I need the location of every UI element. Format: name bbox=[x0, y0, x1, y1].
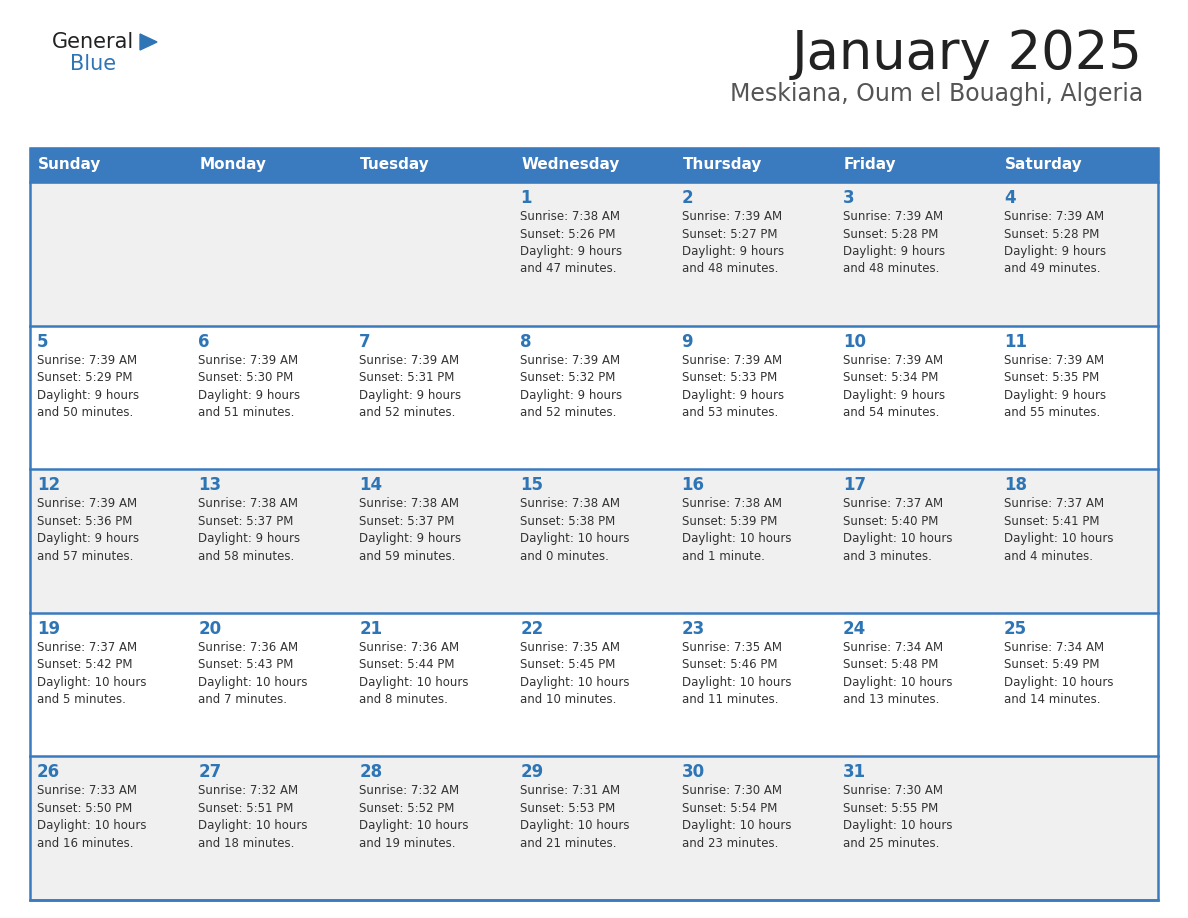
Text: Sunrise: 7:38 AM
Sunset: 5:38 PM
Daylight: 10 hours
and 0 minutes.: Sunrise: 7:38 AM Sunset: 5:38 PM Dayligh… bbox=[520, 498, 630, 563]
Text: 16: 16 bbox=[682, 476, 704, 494]
Text: General: General bbox=[52, 32, 134, 52]
Text: Sunrise: 7:39 AM
Sunset: 5:32 PM
Daylight: 9 hours
and 52 minutes.: Sunrise: 7:39 AM Sunset: 5:32 PM Dayligh… bbox=[520, 353, 623, 420]
Text: 3: 3 bbox=[842, 189, 854, 207]
Text: Sunrise: 7:38 AM
Sunset: 5:26 PM
Daylight: 9 hours
and 47 minutes.: Sunrise: 7:38 AM Sunset: 5:26 PM Dayligh… bbox=[520, 210, 623, 275]
Text: 24: 24 bbox=[842, 620, 866, 638]
Text: Sunrise: 7:39 AM
Sunset: 5:28 PM
Daylight: 9 hours
and 48 minutes.: Sunrise: 7:39 AM Sunset: 5:28 PM Dayligh… bbox=[842, 210, 944, 275]
Text: 13: 13 bbox=[198, 476, 221, 494]
Bar bbox=[30, 326, 1158, 469]
Text: 28: 28 bbox=[359, 764, 383, 781]
Text: Sunrise: 7:39 AM
Sunset: 5:33 PM
Daylight: 9 hours
and 53 minutes.: Sunrise: 7:39 AM Sunset: 5:33 PM Dayligh… bbox=[682, 353, 784, 420]
Text: 14: 14 bbox=[359, 476, 383, 494]
Text: 10: 10 bbox=[842, 332, 866, 351]
Text: Sunrise: 7:35 AM
Sunset: 5:46 PM
Daylight: 10 hours
and 11 minutes.: Sunrise: 7:35 AM Sunset: 5:46 PM Dayligh… bbox=[682, 641, 791, 706]
Text: 5: 5 bbox=[37, 332, 49, 351]
Text: Sunrise: 7:34 AM
Sunset: 5:48 PM
Daylight: 10 hours
and 13 minutes.: Sunrise: 7:34 AM Sunset: 5:48 PM Dayligh… bbox=[842, 641, 953, 706]
Text: Sunrise: 7:39 AM
Sunset: 5:31 PM
Daylight: 9 hours
and 52 minutes.: Sunrise: 7:39 AM Sunset: 5:31 PM Dayligh… bbox=[359, 353, 461, 420]
Text: 12: 12 bbox=[37, 476, 61, 494]
Text: Sunrise: 7:39 AM
Sunset: 5:36 PM
Daylight: 9 hours
and 57 minutes.: Sunrise: 7:39 AM Sunset: 5:36 PM Dayligh… bbox=[37, 498, 139, 563]
Text: Saturday: Saturday bbox=[1005, 158, 1082, 173]
Text: Sunrise: 7:37 AM
Sunset: 5:42 PM
Daylight: 10 hours
and 5 minutes.: Sunrise: 7:37 AM Sunset: 5:42 PM Dayligh… bbox=[37, 641, 146, 706]
Text: Sunrise: 7:39 AM
Sunset: 5:28 PM
Daylight: 9 hours
and 49 minutes.: Sunrise: 7:39 AM Sunset: 5:28 PM Dayligh… bbox=[1004, 210, 1106, 275]
Bar bbox=[30, 148, 1158, 900]
Text: Sunrise: 7:30 AM
Sunset: 5:55 PM
Daylight: 10 hours
and 25 minutes.: Sunrise: 7:30 AM Sunset: 5:55 PM Dayligh… bbox=[842, 784, 953, 850]
Text: Sunrise: 7:39 AM
Sunset: 5:30 PM
Daylight: 9 hours
and 51 minutes.: Sunrise: 7:39 AM Sunset: 5:30 PM Dayligh… bbox=[198, 353, 301, 420]
Text: Sunrise: 7:39 AM
Sunset: 5:34 PM
Daylight: 9 hours
and 54 minutes.: Sunrise: 7:39 AM Sunset: 5:34 PM Dayligh… bbox=[842, 353, 944, 420]
Text: Sunday: Sunday bbox=[38, 158, 101, 173]
Text: Sunrise: 7:30 AM
Sunset: 5:54 PM
Daylight: 10 hours
and 23 minutes.: Sunrise: 7:30 AM Sunset: 5:54 PM Dayligh… bbox=[682, 784, 791, 850]
Text: 29: 29 bbox=[520, 764, 544, 781]
Text: Friday: Friday bbox=[843, 158, 896, 173]
Text: Sunrise: 7:38 AM
Sunset: 5:37 PM
Daylight: 9 hours
and 59 minutes.: Sunrise: 7:38 AM Sunset: 5:37 PM Dayligh… bbox=[359, 498, 461, 563]
Text: 18: 18 bbox=[1004, 476, 1026, 494]
Text: Sunrise: 7:31 AM
Sunset: 5:53 PM
Daylight: 10 hours
and 21 minutes.: Sunrise: 7:31 AM Sunset: 5:53 PM Dayligh… bbox=[520, 784, 630, 850]
Text: 19: 19 bbox=[37, 620, 61, 638]
Text: Meskiana, Oum el Bouaghi, Algeria: Meskiana, Oum el Bouaghi, Algeria bbox=[729, 82, 1143, 106]
Text: 4: 4 bbox=[1004, 189, 1016, 207]
Text: 31: 31 bbox=[842, 764, 866, 781]
Text: Sunrise: 7:32 AM
Sunset: 5:52 PM
Daylight: 10 hours
and 19 minutes.: Sunrise: 7:32 AM Sunset: 5:52 PM Dayligh… bbox=[359, 784, 469, 850]
Bar bbox=[30, 756, 1158, 900]
Text: 26: 26 bbox=[37, 764, 61, 781]
Text: 2: 2 bbox=[682, 189, 693, 207]
Text: Thursday: Thursday bbox=[683, 158, 762, 173]
Text: Blue: Blue bbox=[70, 54, 116, 74]
Text: Sunrise: 7:38 AM
Sunset: 5:37 PM
Daylight: 9 hours
and 58 minutes.: Sunrise: 7:38 AM Sunset: 5:37 PM Dayligh… bbox=[198, 498, 301, 563]
Text: 7: 7 bbox=[359, 332, 371, 351]
Text: Sunrise: 7:33 AM
Sunset: 5:50 PM
Daylight: 10 hours
and 16 minutes.: Sunrise: 7:33 AM Sunset: 5:50 PM Dayligh… bbox=[37, 784, 146, 850]
Text: Sunrise: 7:37 AM
Sunset: 5:41 PM
Daylight: 10 hours
and 4 minutes.: Sunrise: 7:37 AM Sunset: 5:41 PM Dayligh… bbox=[1004, 498, 1113, 563]
Bar bbox=[30, 613, 1158, 756]
Text: Wednesday: Wednesday bbox=[522, 158, 620, 173]
Bar bbox=[30, 148, 1158, 182]
Text: 27: 27 bbox=[198, 764, 221, 781]
Text: Sunrise: 7:35 AM
Sunset: 5:45 PM
Daylight: 10 hours
and 10 minutes.: Sunrise: 7:35 AM Sunset: 5:45 PM Dayligh… bbox=[520, 641, 630, 706]
Text: Sunrise: 7:36 AM
Sunset: 5:43 PM
Daylight: 10 hours
and 7 minutes.: Sunrise: 7:36 AM Sunset: 5:43 PM Dayligh… bbox=[198, 641, 308, 706]
Text: 6: 6 bbox=[198, 332, 209, 351]
Text: Sunrise: 7:39 AM
Sunset: 5:29 PM
Daylight: 9 hours
and 50 minutes.: Sunrise: 7:39 AM Sunset: 5:29 PM Dayligh… bbox=[37, 353, 139, 420]
Text: Sunrise: 7:39 AM
Sunset: 5:35 PM
Daylight: 9 hours
and 55 minutes.: Sunrise: 7:39 AM Sunset: 5:35 PM Dayligh… bbox=[1004, 353, 1106, 420]
Polygon shape bbox=[140, 34, 157, 50]
Bar bbox=[30, 182, 1158, 326]
Text: 22: 22 bbox=[520, 620, 544, 638]
Text: Sunrise: 7:38 AM
Sunset: 5:39 PM
Daylight: 10 hours
and 1 minute.: Sunrise: 7:38 AM Sunset: 5:39 PM Dayligh… bbox=[682, 498, 791, 563]
Text: 23: 23 bbox=[682, 620, 704, 638]
Text: Sunrise: 7:37 AM
Sunset: 5:40 PM
Daylight: 10 hours
and 3 minutes.: Sunrise: 7:37 AM Sunset: 5:40 PM Dayligh… bbox=[842, 498, 953, 563]
Text: 25: 25 bbox=[1004, 620, 1026, 638]
Text: 11: 11 bbox=[1004, 332, 1026, 351]
Text: Sunrise: 7:36 AM
Sunset: 5:44 PM
Daylight: 10 hours
and 8 minutes.: Sunrise: 7:36 AM Sunset: 5:44 PM Dayligh… bbox=[359, 641, 469, 706]
Text: Sunrise: 7:39 AM
Sunset: 5:27 PM
Daylight: 9 hours
and 48 minutes.: Sunrise: 7:39 AM Sunset: 5:27 PM Dayligh… bbox=[682, 210, 784, 275]
Text: 17: 17 bbox=[842, 476, 866, 494]
Text: 30: 30 bbox=[682, 764, 704, 781]
Text: 1: 1 bbox=[520, 189, 532, 207]
Text: Monday: Monday bbox=[200, 158, 266, 173]
Text: 20: 20 bbox=[198, 620, 221, 638]
Text: 9: 9 bbox=[682, 332, 693, 351]
Text: 21: 21 bbox=[359, 620, 383, 638]
Text: 8: 8 bbox=[520, 332, 532, 351]
Text: 15: 15 bbox=[520, 476, 543, 494]
Text: January 2025: January 2025 bbox=[792, 28, 1143, 80]
Text: Sunrise: 7:32 AM
Sunset: 5:51 PM
Daylight: 10 hours
and 18 minutes.: Sunrise: 7:32 AM Sunset: 5:51 PM Dayligh… bbox=[198, 784, 308, 850]
Bar bbox=[30, 469, 1158, 613]
Text: Sunrise: 7:34 AM
Sunset: 5:49 PM
Daylight: 10 hours
and 14 minutes.: Sunrise: 7:34 AM Sunset: 5:49 PM Dayligh… bbox=[1004, 641, 1113, 706]
Text: Tuesday: Tuesday bbox=[360, 158, 430, 173]
